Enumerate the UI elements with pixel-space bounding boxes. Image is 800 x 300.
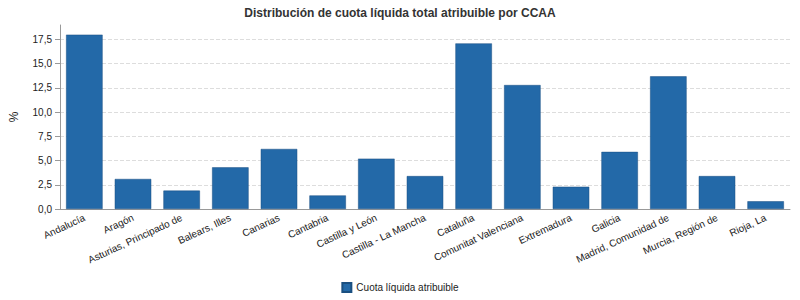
svg-text:Balears, Illes: Balears, Illes — [176, 212, 232, 246]
svg-text:Extremadura: Extremadura — [517, 212, 574, 246]
svg-text:Rioja, La: Rioja, La — [728, 212, 769, 239]
svg-text:Andalucía: Andalucía — [42, 212, 87, 241]
svg-text:Asturias, Principado de: Asturias, Principado de — [86, 212, 184, 266]
svg-text:Aragón: Aragón — [101, 212, 135, 236]
svg-text:12,5: 12,5 — [33, 82, 53, 93]
svg-text:17,5: 17,5 — [33, 34, 53, 45]
svg-text:Cuota líquida atribuible: Cuota líquida atribuible — [356, 282, 459, 293]
svg-text:Galicia: Galicia — [590, 212, 623, 235]
svg-text:Castilla y León: Castilla y León — [314, 212, 379, 250]
svg-text:Castilla - La Mancha: Castilla - La Mancha — [340, 212, 428, 261]
svg-text:Madrid, Comunidad de: Madrid, Comunidad de — [574, 212, 671, 265]
svg-text:Distribución de cuota líquida: Distribución de cuota líquida total atri… — [244, 6, 556, 20]
svg-text:%: % — [7, 111, 21, 122]
svg-text:Murcia, Región de: Murcia, Región de — [641, 212, 719, 256]
svg-text:5,0: 5,0 — [38, 155, 52, 166]
svg-text:0,0: 0,0 — [38, 204, 52, 215]
svg-text:Cataluña: Cataluña — [435, 212, 476, 239]
svg-text:Cantabria: Cantabria — [286, 212, 330, 241]
svg-text:Canarias: Canarias — [240, 212, 281, 239]
svg-text:2,5: 2,5 — [38, 179, 52, 190]
svg-text:15,0: 15,0 — [33, 58, 53, 69]
svg-text:7,5: 7,5 — [38, 131, 52, 142]
svg-text:10,0: 10,0 — [33, 107, 53, 118]
svg-text:Comunitat Valenciana: Comunitat Valenciana — [432, 212, 525, 263]
